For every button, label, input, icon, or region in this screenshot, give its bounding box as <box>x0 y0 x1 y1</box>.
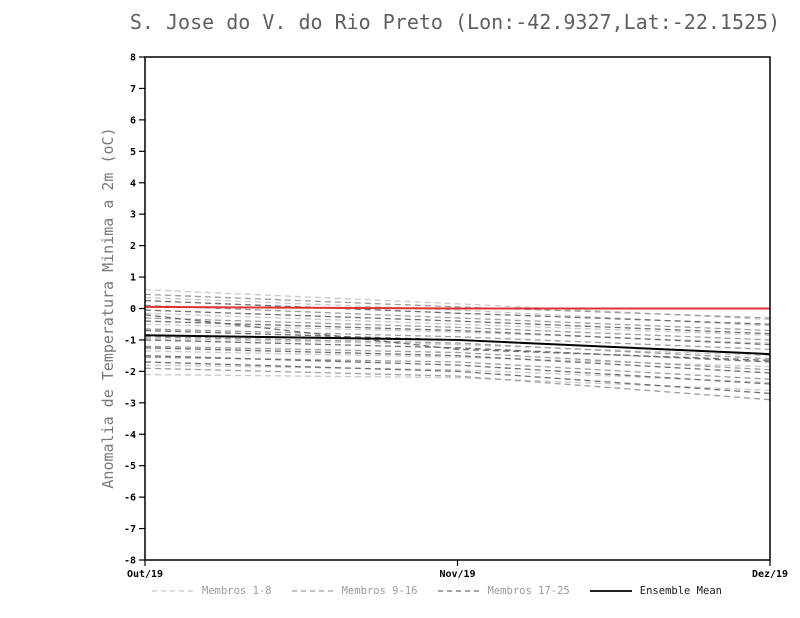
member-line <box>144 367 771 401</box>
member-line <box>144 314 771 362</box>
legend: Membros 1-8 Membros 9-16 Membros 17-25 Ense… <box>150 585 722 597</box>
y-tick-label: 4 <box>130 178 136 189</box>
y-tick-label: -5 <box>124 461 136 472</box>
member-line <box>144 347 771 374</box>
member-line <box>144 345 771 371</box>
legend-label: Membros 9-16 <box>341 585 418 597</box>
legend-item: Ensemble Mean <box>588 585 722 597</box>
y-tick-label: 0 <box>130 304 136 315</box>
legend-label: Ensemble Mean <box>639 585 722 597</box>
y-tick-label: -4 <box>124 430 136 441</box>
y-tick-label: 2 <box>130 241 136 252</box>
legend-item: Membros 9-16 <box>290 585 418 597</box>
x-tick-label: Out/19 <box>127 569 163 580</box>
y-tick-label: 3 <box>130 210 136 221</box>
member-line <box>144 317 771 341</box>
ensemble-mean-line <box>144 334 771 356</box>
y-tick-label: -3 <box>124 398 136 409</box>
member-line <box>144 373 771 391</box>
y-tick-label: -2 <box>124 367 136 378</box>
member-line <box>144 355 771 385</box>
y-tick-label: -7 <box>124 524 136 535</box>
legend-item: Membros 17-25 <box>436 585 570 597</box>
member-line <box>144 361 771 395</box>
y-tick-label: -1 <box>124 335 136 346</box>
member-line <box>144 337 771 357</box>
y-tick-label: 6 <box>130 115 136 126</box>
y-tick-label: 7 <box>130 84 136 95</box>
y-tick-label: -6 <box>124 493 136 504</box>
legend-label: Membros 17-25 <box>487 585 570 597</box>
member-line <box>144 328 771 351</box>
member-line <box>144 320 771 346</box>
member-line <box>144 336 771 360</box>
legend-line-sample <box>589 590 632 592</box>
member-line <box>144 304 771 332</box>
x-tick-label: Nov/19 <box>439 569 475 580</box>
reference-line <box>144 305 770 310</box>
legend-item: Membros 1-8 <box>150 585 272 597</box>
member-line <box>144 293 771 319</box>
chart-title: S. Jose do V. do Rio Preto (Lon:-42.9327… <box>129 10 781 34</box>
y-tick-label: 8 <box>130 53 136 64</box>
x-tick-label: Dez/19 <box>752 569 788 580</box>
y-tick-label: 1 <box>130 273 136 284</box>
legend-line-sample <box>437 590 480 592</box>
y-tick-label: -8 <box>124 556 136 567</box>
member-line <box>144 309 771 335</box>
legend-line-sample <box>291 590 334 592</box>
member-line <box>144 299 771 325</box>
legend-label: Membros 1-8 <box>202 585 272 597</box>
y-tick-label: 5 <box>130 147 136 158</box>
legend-line-sample <box>152 590 194 592</box>
member-line <box>144 312 771 336</box>
